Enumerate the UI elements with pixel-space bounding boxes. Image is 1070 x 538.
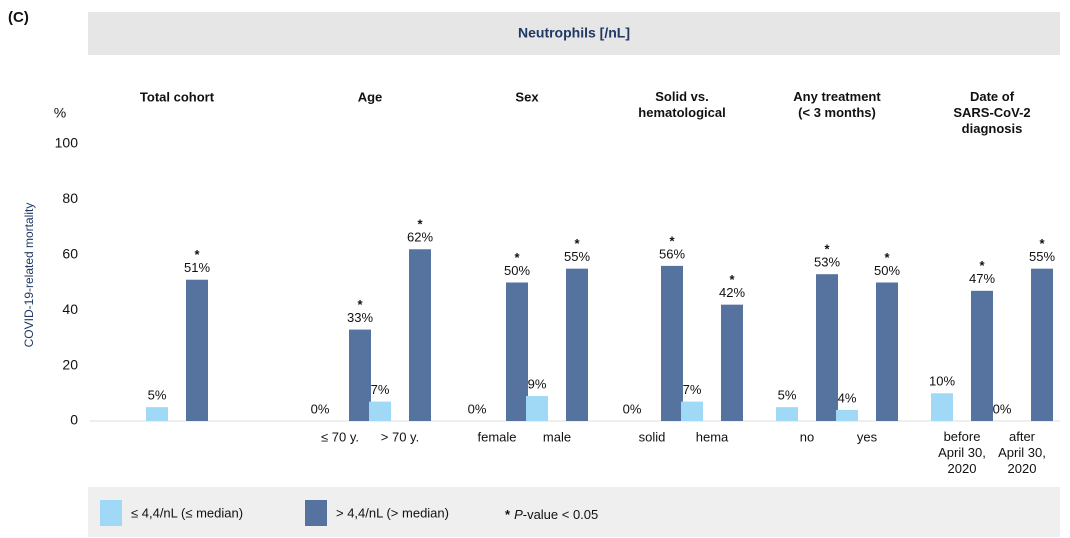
value-label: 4% [838,390,857,405]
bar [369,401,391,421]
value-label: 56% [659,246,685,261]
group-label: Sex [515,89,539,104]
significance-mark: * [514,250,520,265]
value-label: 50% [874,263,900,278]
y-tick-label: 100 [55,135,79,151]
x-tick-label: hema [696,429,729,444]
value-label: 7% [371,382,390,397]
significance-mark: * [1039,236,1045,251]
value-label: 9% [528,377,547,392]
significance-mark: * [884,250,890,265]
y-tick-label: 60 [62,246,78,262]
y-tick-label: 20 [62,356,78,372]
bar [681,401,703,421]
value-label: 33% [347,310,373,325]
legend-swatch [305,500,327,526]
x-tick-label: ≤ 70 y. [321,429,359,444]
value-label: 51% [184,260,210,275]
legend-note: * P-value < 0.05 [505,507,598,522]
group-label: Date of SARS-CoV-2 diagnosis [953,89,1030,136]
group-label: Any treatment (< 3 months) [793,89,881,120]
significance-mark: * [574,236,580,251]
legend-swatch [100,500,122,526]
value-label: 55% [564,249,590,264]
x-tick-label: before April 30, 2020 [938,429,986,476]
x-tick-label: after April 30, 2020 [998,429,1046,476]
bar [776,407,798,421]
value-label: 7% [683,382,702,397]
bar [876,282,898,421]
panel-label: (C) [8,9,29,26]
group-label: Age [358,89,383,104]
value-label: 0% [623,401,642,416]
significance-mark: * [417,217,423,232]
value-label: 47% [969,271,995,286]
value-label: 62% [407,230,433,245]
y-axis-label: COVID-19-related mortality [22,203,36,348]
bar [349,329,371,421]
x-tick-label: yes [857,429,878,444]
x-tick-label: female [477,429,516,444]
x-tick-label: solid [639,429,666,444]
value-label: 0% [468,401,487,416]
value-label: 0% [311,401,330,416]
bar [409,249,431,421]
header-band [88,12,1060,55]
bar [816,274,838,421]
y-tick-label: 40 [62,301,78,317]
note-part: -value < 0.05 [523,507,599,522]
significance-mark: * [669,233,675,248]
bar [146,407,168,421]
legend-label: > 4,4/nL (> median) [336,505,449,520]
value-label: 0% [993,401,1012,416]
x-tick-label: male [543,429,571,444]
x-tick-label: > 70 y. [381,429,419,444]
bar [526,396,548,421]
value-label: 55% [1029,249,1055,264]
value-label: 42% [719,285,745,300]
legend-band [88,487,1060,537]
significance-mark: * [357,297,363,312]
chart-title: Neutrophils [/nL] [518,25,630,41]
x-tick-label: no [800,429,814,444]
y-tick-label: 80 [62,190,78,206]
bar [661,265,683,421]
y-unit: % [54,105,66,121]
bar [931,393,953,421]
value-label: 53% [814,255,840,270]
bar [506,282,528,421]
value-label: 50% [504,263,530,278]
group-label: Solid vs. hematological [638,89,725,120]
value-label: 5% [148,388,167,403]
bar [836,409,858,421]
note-part: P [514,507,523,522]
note-part: * [505,507,511,522]
bar [1031,268,1053,421]
significance-mark: * [729,272,735,287]
bar [186,279,208,421]
significance-mark: * [979,258,985,273]
bar [971,290,993,421]
value-label: 10% [929,374,955,389]
group-label: Total cohort [140,89,215,104]
significance-mark: * [194,247,200,262]
y-tick-label: 0 [70,412,78,428]
bar [721,304,743,421]
legend-label: ≤ 4,4/nL (≤ median) [131,505,243,520]
bar [566,268,588,421]
value-label: 5% [778,388,797,403]
significance-mark: * [824,242,830,257]
